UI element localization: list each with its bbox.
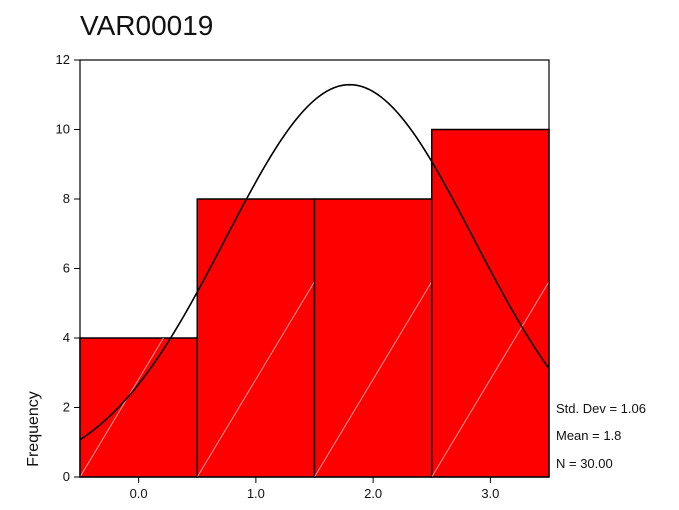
y-tick-label-8: 8: [63, 191, 70, 206]
x-tick-label-2: 2.0: [364, 486, 382, 501]
x-ticks-group: 0.0 1.0 2.0 3.0: [130, 477, 499, 501]
bar-hatch-0: [79, 337, 164, 478]
normal-curve-group: [80, 83, 549, 441]
bars-group: [79, 128, 550, 478]
y-axis-label: Frequency: [25, 391, 42, 467]
bar-hatch-2: [314, 281, 433, 478]
std-dev-stat: Std. Dev = 1.06: [556, 401, 646, 416]
bar-3: [431, 128, 550, 478]
y-tick-label-4: 4: [63, 330, 70, 345]
n-stat: N = 30.00: [556, 456, 613, 471]
y-tick-label-12: 12: [56, 52, 70, 67]
bar-1: [196, 198, 316, 478]
x-tick-label-3: 3.0: [481, 486, 499, 501]
bar-hatch-3: [431, 281, 550, 478]
y-ticks-group: 0 2 4 6 8 10 12: [56, 52, 80, 484]
y-tick-label-6: 6: [63, 261, 70, 276]
y-tick-label-0: 0: [63, 469, 70, 484]
mean-stat: Mean = 1.8: [556, 428, 621, 443]
normal-curve: [80, 83, 549, 441]
bar-2: [313, 198, 433, 478]
chart-title: VAR00019: [80, 10, 213, 41]
bar-0: [79, 337, 198, 478]
x-tick-label-1: 1.0: [247, 486, 265, 501]
x-tick-label-0: 0.0: [130, 486, 148, 501]
bar-hatch-1: [196, 281, 315, 478]
y-tick-label-10: 10: [56, 122, 70, 137]
y-tick-label-2: 2: [63, 400, 70, 415]
